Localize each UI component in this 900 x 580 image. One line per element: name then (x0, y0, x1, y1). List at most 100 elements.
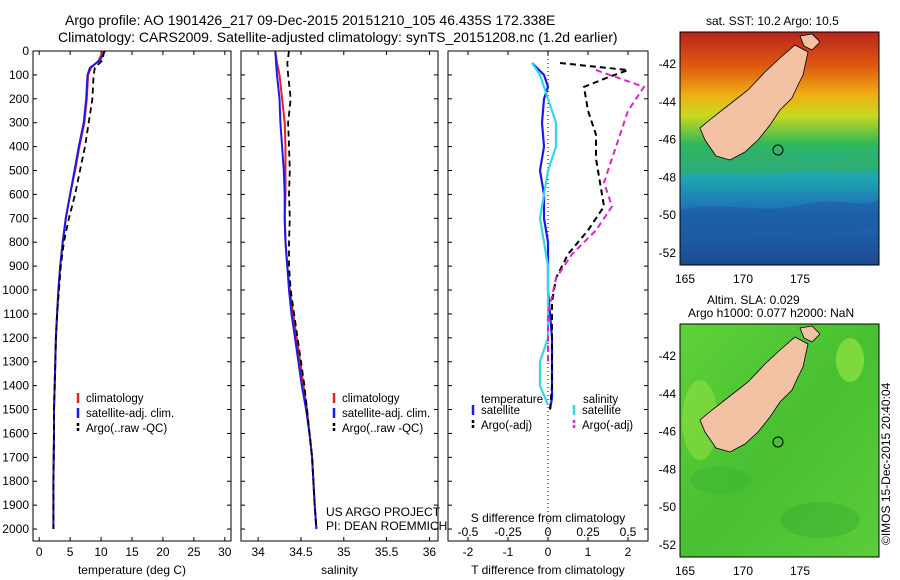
x-tick-label: 2 (625, 545, 632, 559)
y-tick-label: 800 (9, 235, 29, 249)
x-tick-label: 36 (423, 545, 437, 559)
x-tick-label: 34.5 (289, 545, 313, 559)
series-line (52, 50, 106, 529)
x-axis-label: temperature (deg C) (78, 563, 186, 577)
sla-map-title-2: Argo h1000: 0.077 h2000: NaN (688, 306, 854, 320)
x-tick-label: -2 (463, 545, 474, 559)
map-y-tick-label: -52 (659, 246, 677, 260)
legend-label: satellite (582, 405, 621, 417)
map-y-tick-label: -44 (659, 95, 677, 109)
x-tick-label: 35.5 (375, 545, 399, 559)
y-tick-label: 400 (9, 140, 29, 154)
x-tick-label: 34 (251, 545, 265, 559)
map-x-tick-label: 175 (790, 272, 810, 286)
map-y-tick-label: -42 (659, 57, 677, 71)
x2-tick-label: 0.5 (620, 525, 637, 539)
y-tick-label: 500 (9, 164, 29, 178)
legend-label: satellite (481, 405, 520, 417)
series-line (52, 50, 104, 529)
map-y-tick-label: -48 (659, 462, 677, 476)
x-tick-label: -1 (503, 545, 514, 559)
series-line (286, 50, 318, 530)
legend-label: Argo(-adj) (481, 420, 532, 432)
legend-label: climatology (342, 393, 400, 405)
map-y-tick-label: -44 (659, 387, 677, 401)
sla-map: Altim. SLA: 0.029 Argo h1000: 0.077 h200… (679, 293, 880, 558)
map-y-tick-label: -50 (659, 208, 677, 222)
x2-tick-label: -0.25 (494, 525, 522, 539)
legend-label: Argo(-adj) (582, 420, 633, 432)
series-line (274, 50, 318, 530)
profile-title: Argo profile: AO 1901426_217 09-Dec-2015… (65, 12, 555, 28)
legend-label: Argo(..raw -QC) (342, 423, 423, 435)
y-tick-label: 1100 (3, 307, 29, 321)
map-y-tick-label: -46 (659, 133, 677, 147)
x-tick-label: 1 (585, 545, 592, 559)
series-line (52, 50, 106, 529)
x-axis-label: T difference from climatology (471, 563, 625, 577)
temperature-axes (32, 50, 232, 542)
sst-map: sat. SST: 10.2 Argo: 10.5 (679, 14, 880, 266)
salinity-axes (240, 50, 439, 542)
x-tick-label: 0 (545, 545, 552, 559)
north-island-sst (799, 33, 821, 51)
x2-axis-label: S difference from climatology (471, 511, 626, 525)
y-tick-label: 1800 (2, 474, 29, 488)
y-tick-label: 2000 (2, 522, 29, 536)
legend-label: climatology (86, 393, 144, 405)
y-tick-label: 700 (9, 211, 29, 225)
y-tick-label: 0 (22, 44, 29, 58)
x-tick-label: 25 (187, 545, 201, 559)
map-y-tick-label: -48 (659, 170, 677, 184)
map-x-tick-label: 170 (733, 564, 753, 578)
y-tick-label: 1700 (2, 450, 29, 464)
legend-label: satellite-adj. clim. (342, 408, 430, 420)
legend-label: satellite-adj. clim. (86, 408, 174, 420)
map-y-tick-label: -42 (659, 349, 677, 363)
project-credit: US ARGO PROJECT (326, 505, 441, 519)
y-tick-label: 1600 (2, 426, 29, 440)
map-y-tick-label: -50 (659, 500, 677, 514)
x-tick-label: 20 (156, 545, 170, 559)
x-tick-label: 0 (36, 545, 43, 559)
y-tick-label: 1900 (2, 498, 29, 512)
map-x-tick-label: 175 (790, 564, 810, 578)
map-x-tick-label: 165 (675, 272, 695, 286)
north-island-sla (799, 325, 821, 343)
argo-position-sst (772, 144, 784, 156)
x2-tick-label: -0.5 (458, 525, 479, 539)
y-tick-label: 600 (9, 187, 29, 201)
x2-tick-label: 0.25 (576, 525, 600, 539)
x-tick-label: 5 (67, 545, 74, 559)
legend-title: temperature (481, 394, 543, 406)
map-x-tick-label: 165 (675, 564, 695, 578)
series-line (549, 62, 629, 410)
y-tick-label: 100 (9, 68, 29, 82)
sla-map-title-1: Altim. SLA: 0.029 (707, 293, 800, 307)
series-line (531, 62, 558, 406)
map-y-tick-label: -52 (659, 538, 677, 552)
y-tick-label: 300 (9, 116, 29, 130)
y-tick-label: 1000 (2, 283, 29, 297)
pi-credit: PI: DEAN ROEMMICH (326, 519, 447, 533)
south-island-sst (699, 44, 809, 161)
x2-tick-label: 0 (545, 525, 552, 539)
south-island-sla (699, 336, 809, 453)
y-tick-label: 1200 (2, 331, 29, 345)
series-line (274, 50, 318, 530)
x-tick-label: 15 (125, 545, 139, 559)
map-y-tick-label: -46 (659, 425, 677, 439)
x-axis-label: salinity (321, 563, 358, 577)
y-tick-label: 1300 (2, 355, 29, 369)
y-tick-label: 1500 (2, 403, 29, 417)
y-tick-label: 900 (9, 259, 29, 273)
argo-position-sla (772, 436, 784, 448)
map-x-tick-label: 170 (733, 272, 753, 286)
y-tick-label: 200 (9, 92, 29, 106)
legend-title: salinity (583, 394, 618, 406)
x-tick-label: 10 (94, 545, 108, 559)
series-line (547, 69, 646, 362)
x-tick-label: 35 (337, 545, 351, 559)
legend-label: Argo(..raw -QC) (86, 423, 167, 435)
